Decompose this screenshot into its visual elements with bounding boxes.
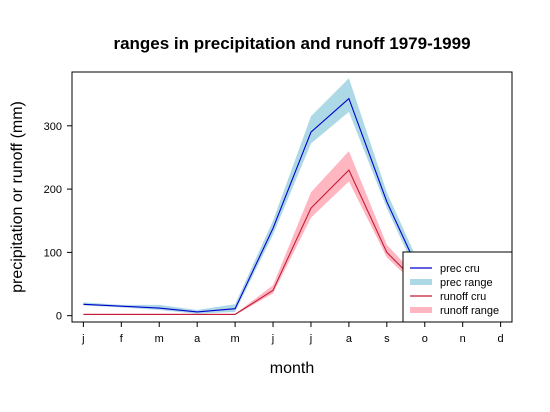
legend-label-prec-cru: prec cru bbox=[440, 263, 480, 275]
y-tick-label: 300 bbox=[44, 121, 62, 133]
y-axis: 0 100 200 300 bbox=[44, 121, 72, 323]
y-tick-label: 0 bbox=[56, 311, 62, 323]
plot-frame bbox=[71, 71, 513, 323]
x-tick-label: f bbox=[120, 333, 124, 345]
x-tick-label: a bbox=[194, 333, 201, 345]
legend-label-runoff-range: runoff range bbox=[440, 305, 499, 317]
x-tick-label: m bbox=[231, 333, 240, 345]
x-tick-label: m bbox=[155, 333, 164, 345]
x-tick-label: o bbox=[422, 333, 428, 345]
x-tick-label: d bbox=[498, 333, 504, 345]
legend-label-prec-range: prec range bbox=[440, 277, 493, 289]
y-tick-label: 200 bbox=[44, 184, 62, 196]
x-tick-label: j bbox=[309, 333, 312, 345]
x-tick-label: j bbox=[271, 333, 274, 345]
legend: prec cru prec range runoff cru runoff ra… bbox=[402, 251, 513, 323]
y-tick-label: 100 bbox=[44, 247, 62, 259]
x-tick-label: n bbox=[460, 333, 466, 345]
x-tick-label: j bbox=[81, 333, 84, 345]
chart-title: ranges in precipitation and runoff 1979-… bbox=[113, 34, 470, 53]
y-axis-label: precipitation or runoff (mm) bbox=[9, 101, 26, 293]
x-tick-label: a bbox=[346, 333, 353, 345]
x-tick-label: s bbox=[384, 333, 390, 345]
x-axis-label: month bbox=[270, 360, 314, 377]
legend-label-runoff-cru: runoff cru bbox=[440, 291, 486, 303]
